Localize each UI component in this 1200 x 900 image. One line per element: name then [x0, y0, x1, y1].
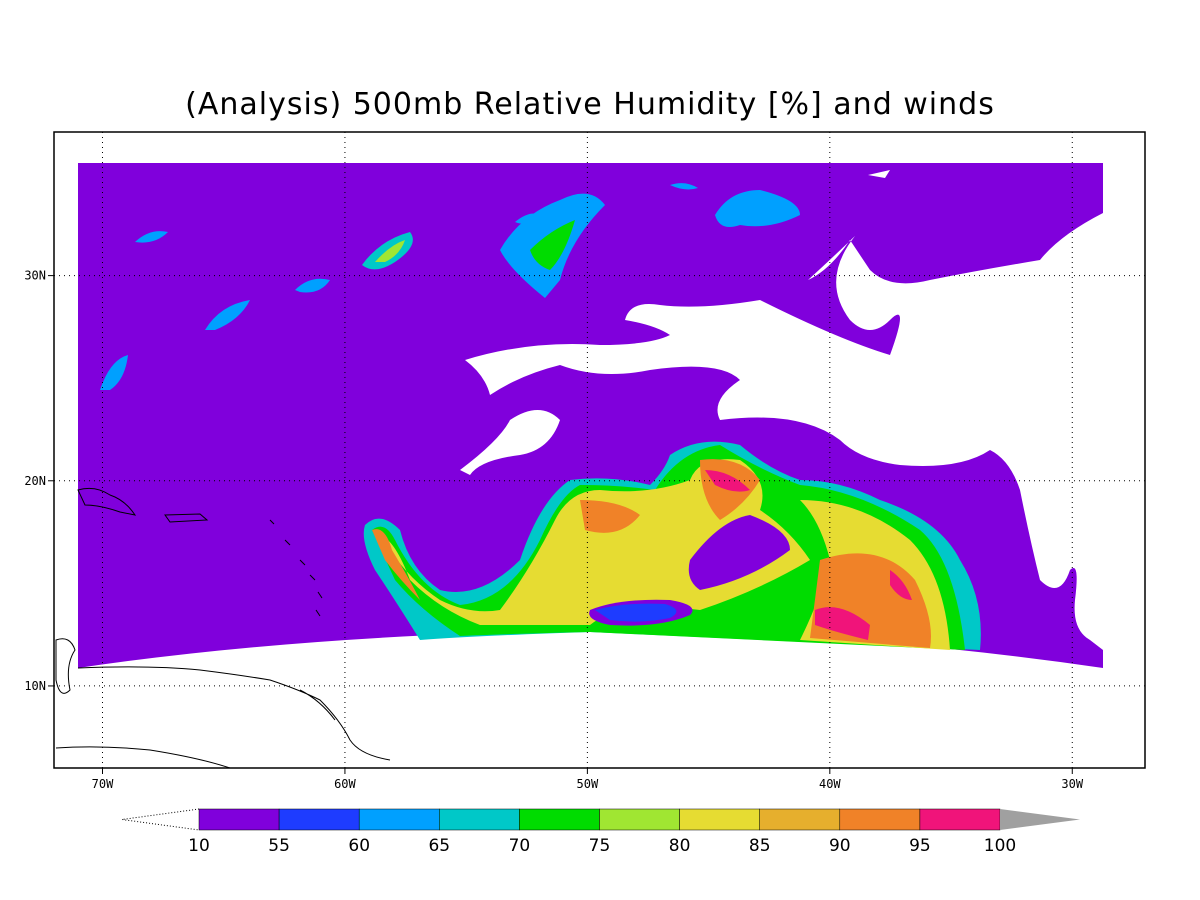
colorbar-under [121, 808, 200, 831]
colorbar-label: 80 [669, 836, 691, 856]
colorbar-label: 100 [984, 836, 1016, 856]
colorbar-box [599, 808, 680, 831]
lat-tick-label: 10N [24, 679, 46, 693]
lon-tick-label: 50W [577, 777, 599, 791]
dry-slot [688, 515, 790, 590]
lon-tick-label: 40W [819, 777, 841, 791]
colorbar-label: 85 [749, 836, 771, 856]
dry-slot [595, 603, 677, 622]
colorbar-box [519, 808, 600, 831]
moist-blob [530, 220, 575, 270]
colorbar-box [278, 808, 360, 831]
coastlines [55, 487, 391, 769]
colorbar-label: 90 [829, 836, 851, 856]
lon-tick-label: 30W [1061, 777, 1083, 791]
moist-band [372, 459, 931, 648]
moist-band [380, 459, 950, 650]
colorbar-label: 75 [589, 836, 611, 856]
moist-band [705, 470, 912, 640]
colorbar-label: 55 [268, 836, 290, 856]
dry-region [465, 170, 1103, 650]
colorbar-box [358, 808, 440, 831]
moist-blob [715, 190, 800, 228]
colorbar-over [1000, 809, 1080, 830]
dry-region [460, 410, 560, 475]
lat-tick-label: 30N [24, 269, 46, 283]
colorbar-label: 10 [188, 836, 210, 856]
humidity-field [78, 163, 1103, 668]
colorbar-box [919, 808, 1001, 831]
colorbar-label: 65 [428, 836, 450, 856]
colorbar-box [198, 808, 280, 831]
lon-tick-label: 60W [334, 777, 356, 791]
colorbar-box [759, 808, 841, 831]
colorbar-label: 95 [909, 836, 931, 856]
colorbar-box [679, 808, 760, 831]
title: (Analysis) 500mb Relative Humidity [%] a… [185, 87, 995, 122]
colorbar-label: 60 [348, 836, 370, 856]
lon-tick-label: 70W [92, 777, 114, 791]
colorbar-box [439, 808, 520, 831]
lat-tick-label: 20N [24, 474, 46, 488]
map-frame [53, 131, 1146, 769]
moist-blob [375, 240, 405, 262]
colorbar-label: 70 [509, 836, 531, 856]
colorbar-box [839, 808, 921, 831]
